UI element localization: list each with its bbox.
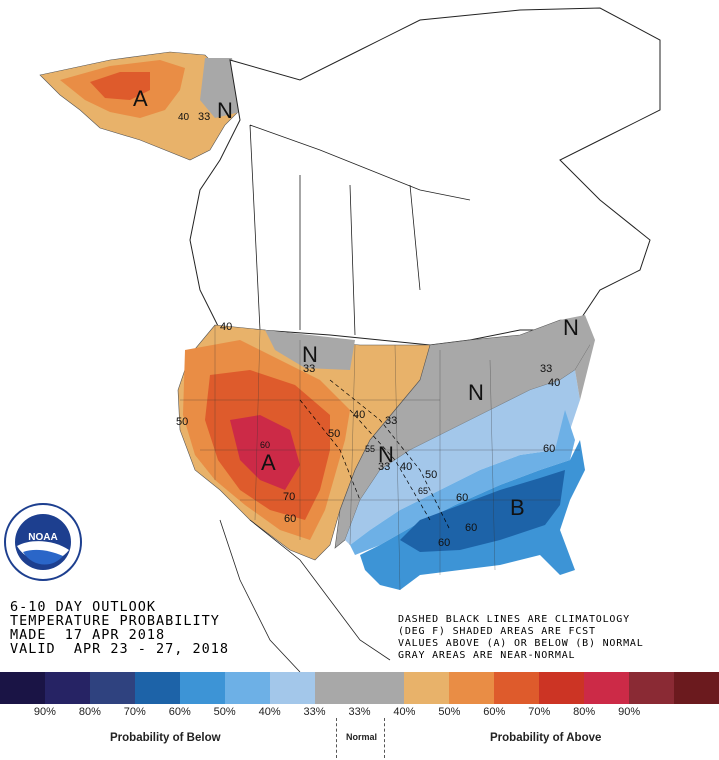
legend-color-bar [0, 672, 719, 704]
northeast-normal-strip [560, 315, 595, 400]
legend-tick: 90% [33, 706, 56, 718]
title-line-2: TEMPERATURE PROBABILITY [10, 613, 220, 629]
conus-above-70-region [230, 415, 300, 490]
legend-swatch [359, 672, 405, 704]
legend-tick: 80% [573, 706, 596, 718]
contour-60-southeast: 60 [456, 492, 468, 504]
contour-50-south: 50 [425, 469, 437, 481]
northern-plains-normal-region [265, 330, 355, 370]
legend-tick: 80% [78, 706, 101, 718]
state-boundaries [180, 325, 580, 591]
legend-tick: 40% [393, 706, 416, 718]
contour-60-carolina: 60 [543, 443, 555, 455]
map-notes: DASHED BLACK LINES ARE CLIMATOLOGY (DEG F… [398, 614, 644, 662]
normal-divider-left [336, 718, 337, 758]
legend-tick: 33% [348, 706, 371, 718]
contour-40-northeast: 40 [548, 377, 560, 389]
contour-60-gulf: 60 [438, 537, 450, 549]
contour-40-plains: 40 [353, 409, 365, 421]
label-normal-central: N [378, 442, 394, 467]
legend-swatch [0, 672, 45, 704]
legend-swatch [674, 672, 719, 704]
contour-65-south: 65 [418, 486, 428, 496]
contour-33-alaska: 33 [198, 111, 210, 123]
legend-swatch [449, 672, 495, 704]
note-line-1: DASHED BLACK LINES ARE CLIMATOLOGY [398, 614, 630, 625]
contour-33-midwest: 33 [385, 415, 397, 427]
normal-divider-right [384, 718, 385, 758]
alaska-normal-region [200, 58, 240, 118]
label-normal-ohio: N [468, 380, 484, 405]
label-normal-plains: N [302, 342, 318, 367]
title-line-3: MADE 17 APR 2018 [10, 627, 166, 643]
legend-swatch [404, 672, 450, 704]
label-above-alaska: A [133, 86, 148, 111]
legend-tick: 50% [438, 706, 461, 718]
legend-swatch [629, 672, 675, 704]
temperature-outlook-map: A N A N N N N B 40 33 40 50 33 40 50 55 … [39, 7, 661, 672]
noaa-logo: NOAA [4, 503, 82, 581]
legend-swatch [314, 672, 360, 704]
contour-40-south: 40 [400, 461, 412, 473]
legend-tick: 70% [528, 706, 551, 718]
legend-swatch [44, 672, 90, 704]
contour-50-west: 50 [176, 416, 188, 428]
climatology-dashed-lines [299, 379, 451, 531]
contour-60-alabama: 60 [465, 522, 477, 534]
contour-40-alaska: 40 [178, 112, 190, 123]
title-line-1: 6-10 DAY OUTLOOK [10, 599, 157, 615]
legend-swatch [224, 672, 270, 704]
legend-tick: 50% [213, 706, 236, 718]
contour-60-rockies: 60 [260, 440, 270, 450]
contour-55-plains: 55 [365, 444, 375, 454]
note-line-4: GRAY AREAS ARE NEAR-NORMAL [398, 650, 576, 661]
east-below-33-region [345, 370, 580, 545]
contour-50-plains: 50 [328, 428, 340, 440]
legend-swatch [494, 672, 540, 704]
legend-swatch [269, 672, 315, 704]
legend-swatch [89, 672, 135, 704]
legend-tick: 33% [303, 706, 326, 718]
canada-province-lines [249, 124, 471, 336]
legend-normal-label: Normal [346, 732, 378, 742]
legend-below-label: Probability of Below [110, 732, 221, 744]
legend-swatch [179, 672, 225, 704]
alaska-above-60-region [90, 72, 150, 100]
label-below-southeast: B [510, 495, 525, 520]
legend-tick: 60% [168, 706, 191, 718]
contour-33-northeast: 33 [540, 363, 552, 375]
southeast-below-60-region [400, 470, 565, 552]
legend-tick: 40% [258, 706, 281, 718]
contour-40-northwest: 40 [220, 321, 232, 333]
contour-33-plains: 33 [303, 363, 315, 375]
legend-tick: 70% [123, 706, 146, 718]
east-below-40-region [350, 410, 575, 555]
label-normal-alaska: N [217, 98, 233, 123]
legend-swatch [584, 672, 630, 704]
mexico-outline [219, 519, 391, 672]
legend-tick-labels: 90% 80% 70% 60% 50% 40% 33% 33% 40% 50% 60% 70% 80% 9… [0, 706, 719, 722]
legend-above-label: Probability of Above [490, 732, 602, 744]
note-line-3: VALUES ABOVE (A) OR BELOW (B) NORMAL [398, 638, 644, 649]
canada-land [189, 7, 661, 346]
legend-swatch [539, 672, 585, 704]
label-normal-northeast: N [563, 315, 579, 340]
contour-33-south: 33 [378, 461, 390, 473]
legend-swatch [134, 672, 180, 704]
contour-70-southwest: 70 [283, 491, 295, 503]
title-line-4: VALID APR 23 - 27, 2018 [10, 641, 230, 657]
legend-tick: 60% [483, 706, 506, 718]
contour-60-southwest: 60 [284, 513, 296, 525]
legend-tick: 90% [618, 706, 641, 718]
outlook-title-block: 6-10 DAY OUTLOOK TEMPERATURE PROBABILITY M… [10, 600, 229, 656]
label-above-west: A [261, 450, 276, 475]
note-line-2: (DEG F) SHADED AREAS ARE FCST [398, 626, 596, 637]
noaa-logo-text: NOAA [28, 532, 57, 543]
